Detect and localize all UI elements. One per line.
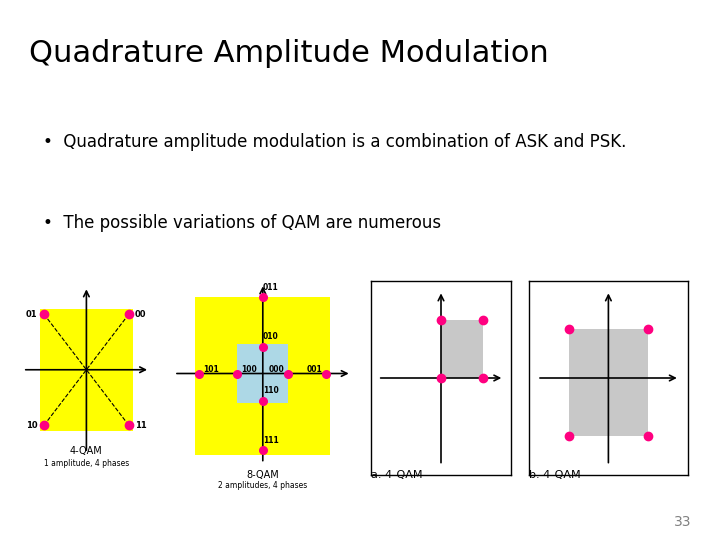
Text: 001: 001 (307, 364, 323, 374)
Text: •  The possible variations of QAM are numerous: • The possible variations of QAM are num… (43, 214, 441, 232)
Text: 010: 010 (263, 332, 279, 341)
Text: 11: 11 (135, 421, 147, 430)
Text: 011: 011 (263, 282, 279, 292)
Text: 2 amplitudes, 4 phases: 2 amplitudes, 4 phases (218, 482, 307, 490)
Text: b. 4-QAM: b. 4-QAM (529, 470, 581, 480)
Bar (569, 329, 648, 436)
Text: 110: 110 (263, 386, 279, 395)
Text: 000: 000 (269, 364, 285, 374)
Text: 4-QAM: 4-QAM (70, 447, 103, 456)
Bar (238, 345, 288, 403)
Text: 00: 00 (135, 310, 147, 319)
Text: 1 amplitude, 4 phases: 1 amplitude, 4 phases (44, 458, 129, 468)
Text: a. 4-QAM: a. 4-QAM (371, 470, 423, 480)
Text: 101: 101 (203, 364, 219, 374)
Text: •  Quadrature amplitude modulation is a combination of ASK and PSK.: • Quadrature amplitude modulation is a c… (43, 133, 626, 151)
Bar (40, 309, 133, 431)
Text: 10: 10 (26, 421, 37, 430)
Text: 8-QAM: 8-QAM (246, 470, 279, 480)
Text: 111: 111 (263, 436, 279, 444)
Text: 01: 01 (26, 310, 37, 319)
Text: Quadrature Amplitude Modulation: Quadrature Amplitude Modulation (29, 39, 549, 68)
Bar (195, 297, 330, 455)
Text: 100: 100 (240, 364, 256, 374)
Text: 33: 33 (674, 515, 691, 529)
Bar (441, 320, 483, 378)
